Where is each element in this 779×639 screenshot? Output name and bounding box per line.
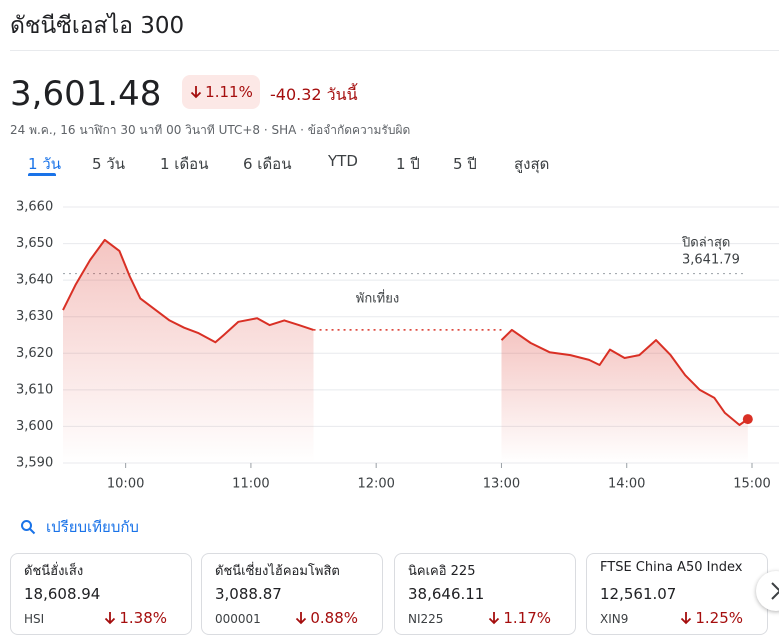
- range-tab[interactable]: 6 เดือน: [243, 155, 292, 173]
- chevron: [771, 582, 779, 600]
- y-tick-label: 3,610: [16, 382, 53, 397]
- down-arrow: [489, 612, 500, 625]
- x-tick-label: 11:00: [232, 477, 269, 492]
- chart: 3,590 3,600 3,610 3,620 3,630 3,640 3,650 3,660…: [16, 200, 779, 492]
- down-arrow: [296, 612, 307, 625]
- card-change: 1.25%: [679, 609, 743, 627]
- card-name: ดัชนีเซี่ยงไฮ้คอมโพสิต: [215, 564, 340, 579]
- down-arrow: [105, 612, 116, 625]
- change-text: -40.32 วันนี้: [270, 85, 358, 104]
- next-button[interactable]: [756, 571, 779, 611]
- range-tab[interactable]: YTD: [328, 152, 358, 170]
- area: [501, 329, 748, 463]
- card-value: 18,608.94: [24, 585, 101, 603]
- y-tick-label: 3,590: [16, 456, 53, 471]
- x-tick-label: 12:00: [357, 477, 394, 492]
- range-tab[interactable]: สูงสุด: [514, 155, 550, 173]
- range-tab[interactable]: 1 ปี: [396, 155, 420, 173]
- x-tick-label: 13:00: [483, 477, 520, 492]
- card-change-percent: 1.25%: [695, 609, 743, 627]
- change-percent: 1.11%: [205, 83, 253, 101]
- card-symbol: NI225: [408, 612, 444, 626]
- card-change: 1.38%: [103, 609, 167, 627]
- active-tab-indicator: [28, 173, 56, 176]
- y-tick-label: 3,620: [16, 346, 53, 361]
- card-change-percent: 0.88%: [310, 609, 358, 627]
- card-change: 1.17%: [487, 609, 551, 627]
- last-point: [742, 414, 753, 425]
- range-tab[interactable]: 1 วัน: [28, 155, 61, 173]
- previous-close-value: 3,641.79: [682, 253, 740, 268]
- title: ดัชนีซีเอสไอ 300: [10, 13, 185, 39]
- compare-card[interactable]: นิคเคอิ 225 38,646.11 NI225 1.17%: [394, 553, 576, 635]
- y-tick-label: 3,630: [16, 309, 53, 324]
- divider: [10, 50, 779, 51]
- price-line: [62, 238, 749, 426]
- card-change: 0.88%: [294, 609, 358, 627]
- card-symbol: 000001: [215, 612, 261, 626]
- x-tick-label: 10:00: [107, 477, 144, 492]
- meta: 24 พ.ค., 16 นาฬิกา 30 นาที 00 วินาที UTC…: [10, 123, 411, 137]
- lunch-break-label: พักเที่ยง: [356, 290, 399, 307]
- range-tab[interactable]: 5 วัน: [92, 155, 125, 173]
- y-tick-label: 3,600: [16, 419, 53, 434]
- y-tick-label: 3,660: [16, 200, 53, 215]
- card-symbol: HSI: [24, 612, 45, 626]
- down-arrow: [681, 612, 692, 625]
- card-name: ดัชนีฮั่งเส็ง: [24, 564, 84, 579]
- price: 3,601.48: [10, 74, 162, 114]
- range-tab[interactable]: 1 เดือน: [160, 155, 209, 173]
- card-name: FTSE China A50 Index: [600, 560, 743, 575]
- card-change-percent: 1.17%: [503, 609, 551, 627]
- card-value: 38,646.11: [408, 585, 485, 603]
- x-tick-label: 14:00: [608, 477, 645, 492]
- compare-link[interactable]: เปรียบเทียบกับ: [20, 515, 139, 539]
- compare-card[interactable]: FTSE China A50 Index 12,561.07 XIN9 1.25%: [586, 553, 768, 635]
- range-tab[interactable]: 5 ปี: [453, 155, 477, 173]
- change-badge: 1.11%: [182, 75, 260, 109]
- search-icon: [21, 520, 36, 535]
- previous-close-label: ปิดล่าสุด: [681, 236, 730, 251]
- card-name: นิคเคอิ 225: [408, 564, 476, 579]
- card-value: 12,561.07: [600, 585, 677, 603]
- area: [63, 239, 314, 463]
- y-tick-label: 3,640: [16, 273, 53, 288]
- card-value: 3,088.87: [215, 585, 282, 603]
- y-tick-label: 3,650: [16, 236, 53, 251]
- x-tick-label: 15:00: [733, 477, 770, 492]
- compare-label: เปรียบเทียบกับ: [46, 518, 139, 536]
- compare-card[interactable]: ดัชนีฮั่งเส็ง 18,608.94 HSI 1.38%: [10, 553, 192, 635]
- card-change-percent: 1.38%: [119, 609, 167, 627]
- card-symbol: XIN9: [600, 612, 629, 626]
- down-arrow: [191, 86, 202, 99]
- compare-card[interactable]: ดัชนีเซี่ยงไฮ้คอมโพสิต 3,088.87 000001 0.88…: [201, 553, 383, 635]
